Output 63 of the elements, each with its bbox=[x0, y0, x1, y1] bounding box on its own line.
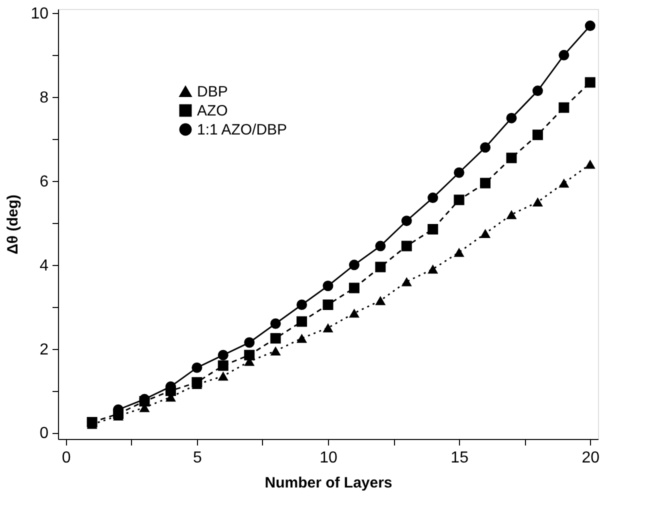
point bbox=[270, 346, 281, 356]
point bbox=[454, 167, 464, 178]
y-tick-label: 6 bbox=[40, 174, 49, 190]
point bbox=[558, 178, 570, 188]
x-tick-label: 10 bbox=[320, 450, 338, 466]
point bbox=[375, 262, 386, 272]
point bbox=[375, 240, 386, 252]
x-tick-label: 0 bbox=[62, 450, 71, 466]
legend-label: AZO bbox=[197, 102, 228, 120]
point bbox=[584, 20, 596, 32]
point bbox=[506, 112, 517, 124]
point bbox=[192, 377, 202, 388]
y-tick-label: 0 bbox=[40, 425, 49, 442]
point bbox=[506, 210, 517, 220]
point bbox=[480, 178, 491, 188]
point bbox=[584, 160, 596, 169]
point bbox=[532, 197, 543, 207]
legend-label: DBP bbox=[197, 84, 228, 100]
x-tick-label: 15 bbox=[450, 450, 469, 466]
point bbox=[244, 337, 255, 348]
x-tick-label: 20 bbox=[582, 450, 600, 466]
y-axis-title: Δθ (deg) bbox=[4, 194, 22, 254]
point bbox=[375, 296, 386, 306]
point bbox=[270, 318, 281, 329]
point bbox=[428, 264, 438, 274]
point bbox=[244, 350, 255, 360]
point bbox=[506, 152, 517, 164]
point bbox=[218, 360, 228, 371]
point bbox=[532, 130, 543, 140]
point bbox=[348, 308, 360, 318]
y-tick-label: 8 bbox=[40, 90, 49, 107]
y-tick-label: 2 bbox=[40, 341, 49, 358]
point bbox=[270, 333, 281, 344]
point bbox=[480, 142, 491, 153]
y-tick-label: 10 bbox=[30, 6, 49, 23]
point bbox=[428, 192, 438, 204]
point bbox=[322, 323, 334, 332]
point bbox=[322, 280, 334, 292]
point bbox=[192, 362, 202, 373]
point bbox=[348, 282, 360, 294]
y-tick-label: 4 bbox=[40, 257, 49, 274]
point bbox=[296, 300, 308, 310]
point bbox=[454, 248, 464, 257]
point bbox=[348, 260, 360, 270]
x-axis-title: Number of Layers bbox=[264, 474, 392, 492]
point bbox=[401, 216, 412, 226]
x-tick-label: 5 bbox=[192, 450, 202, 466]
point bbox=[322, 300, 334, 310]
point bbox=[584, 77, 596, 88]
point bbox=[86, 416, 98, 428]
point bbox=[401, 277, 412, 286]
point bbox=[401, 240, 412, 252]
point bbox=[532, 86, 543, 96]
point bbox=[218, 372, 228, 381]
point bbox=[558, 50, 570, 60]
point bbox=[296, 316, 308, 327]
point bbox=[296, 334, 308, 343]
point bbox=[480, 228, 491, 238]
point bbox=[428, 224, 438, 234]
legend-label: 1:1 AZO/DBP bbox=[197, 122, 288, 138]
point bbox=[454, 194, 464, 206]
point bbox=[558, 102, 570, 113]
point bbox=[218, 350, 228, 360]
